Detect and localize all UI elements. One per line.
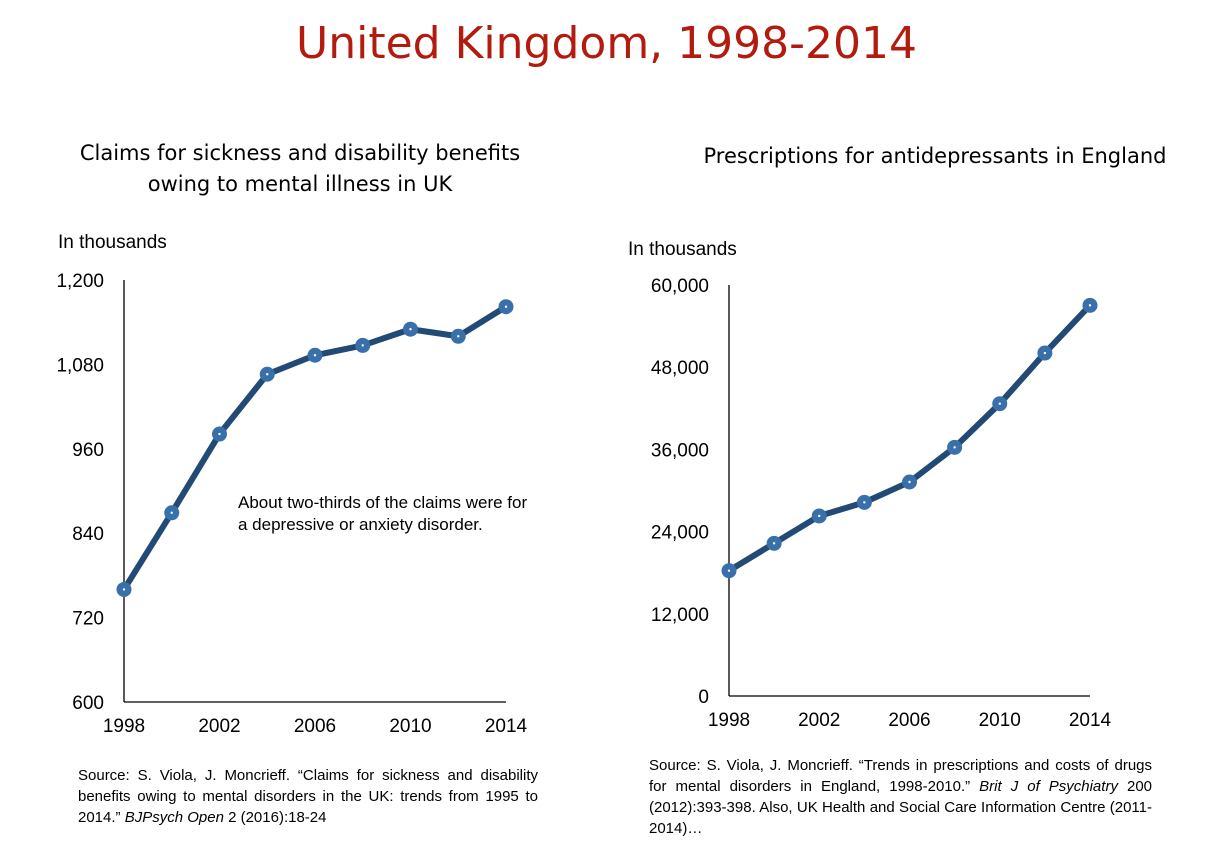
right-x-tick-label: 2010 <box>979 710 1021 731</box>
right-x-tick-label: 2006 <box>888 710 930 731</box>
left-source-text: Source: S. Viola, J. Moncrieff. “Claims … <box>78 767 538 826</box>
right-source-journal: Brit J of Psychiatry <box>979 778 1118 795</box>
left-y-tick-label: 720 <box>72 609 104 630</box>
right-chart-title: Prescriptions for antidepressants in Eng… <box>703 144 1167 168</box>
left-data-point-center <box>122 588 126 591</box>
left-data-point-center <box>218 432 221 436</box>
right-y-tick-label: 48,000 <box>651 358 709 379</box>
right-source: Source: S. Viola, J. Moncrieff. “Trends … <box>649 755 1152 839</box>
left-x-tick-label: 2006 <box>294 716 336 737</box>
page-title: United Kingdom, 1998-2014 <box>296 18 917 69</box>
left-data-point-center <box>361 344 364 347</box>
right-data-point-center <box>953 446 956 449</box>
right-source-text: Source: S. Viola, J. Moncrieff. “Trends … <box>649 757 1152 795</box>
right-series-line <box>727 303 1093 574</box>
right-data-point-center <box>1088 304 1092 307</box>
left-data-point-center <box>457 335 460 338</box>
left-chart-title: Claims for sickness and disability benef… <box>79 141 521 196</box>
right-y-tick-label: 24,000 <box>651 523 709 544</box>
right-data-point-center <box>727 569 731 572</box>
right-y-tick-label: 12,000 <box>651 605 709 626</box>
right-y-tick-label: 36,000 <box>651 440 709 461</box>
left-source: Source: S. Viola, J. Moncrieff. “Claims … <box>78 765 538 828</box>
right-y-label: In thousands <box>628 239 737 260</box>
left-y-tick-label: 1,200 <box>56 271 104 292</box>
left-source-suffix: 2 (2016):18-24 <box>223 809 327 826</box>
left-y-tick-label: 600 <box>72 693 104 714</box>
right-data-point-center <box>818 514 821 518</box>
left-data-point-center <box>313 354 317 357</box>
left-y-tick-label: 840 <box>72 524 104 545</box>
right-x-tick-label: 2002 <box>798 710 840 731</box>
right-x-tick-label: 1998 <box>708 710 750 731</box>
right-data-point-center <box>772 542 776 545</box>
right-data-point-center <box>1043 351 1047 355</box>
left-y-label: In thousands <box>58 232 167 253</box>
left-data-point-center <box>504 305 508 308</box>
left-data-point-center <box>170 511 173 515</box>
right-data-point-center <box>908 480 911 484</box>
right-y-tick-label: 60,000 <box>651 276 709 297</box>
left-data-point-center <box>409 328 412 331</box>
right-y-tick-label: 0 <box>698 687 709 708</box>
right-data-point-center <box>998 402 1001 405</box>
left-data-point-center <box>266 373 269 376</box>
right-x-tick-label: 2014 <box>1069 710 1112 731</box>
chart-annotation: About two-thirds of the claims were for … <box>238 493 528 534</box>
left-x-tick-label: 2002 <box>198 716 240 737</box>
left-x-tick-label: 1998 <box>103 716 145 737</box>
right-data-point-center <box>863 501 866 504</box>
right-source-suffix: 200 (2012):393-398. Also, UK Health and … <box>649 778 1153 837</box>
left-x-tick-label: 2010 <box>389 716 431 737</box>
left-y-tick-label: 1,080 <box>56 355 104 376</box>
left-y-tick-label: 960 <box>72 440 104 461</box>
left-x-tick-label: 2014 <box>485 716 528 737</box>
left-source-journal: BJPsych Open <box>124 809 224 826</box>
